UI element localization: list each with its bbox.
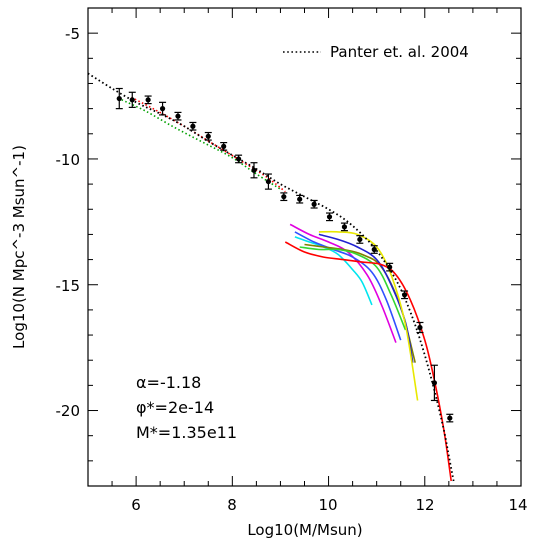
series-layer <box>88 72 455 482</box>
series-line-2 <box>289 223 397 343</box>
y-axis-title: Log10(N Mpc^-3 Msun^-1) <box>10 145 28 349</box>
data-point <box>159 106 166 112</box>
series-line-7 <box>318 230 419 401</box>
series-line-9 <box>121 99 281 190</box>
x-tick-label: 10 <box>318 496 337 514</box>
data-point <box>431 380 437 386</box>
data-point <box>297 196 303 202</box>
data-point <box>205 133 211 139</box>
series-line-10 <box>130 96 286 193</box>
axis-ticks <box>87 8 522 487</box>
data-point <box>357 236 363 243</box>
y-tick-label: -15 <box>56 277 81 295</box>
x-tick-labels: 6 8 10 12 14 <box>131 496 527 514</box>
data-point <box>145 97 151 103</box>
x-tick-label: 6 <box>131 496 141 514</box>
data-point <box>326 214 333 220</box>
y-tick-label: -5 <box>65 25 80 43</box>
y-tick-label: -10 <box>56 151 81 169</box>
data-point <box>190 123 196 129</box>
annotation-mstar: M*=1.35e11 <box>136 423 237 442</box>
data-points-layer <box>115 87 454 423</box>
data-point <box>447 415 453 421</box>
data-point <box>417 324 423 331</box>
annotation-alpha: α=-1.18 <box>136 373 201 392</box>
annotation-phi: φ*=2e-14 <box>136 398 214 417</box>
x-axis-title: Log10(M/Msun) <box>247 521 362 539</box>
data-point <box>265 178 272 185</box>
data-point <box>281 194 287 200</box>
data-point <box>401 292 408 298</box>
annotations: α=-1.18 φ*=2e-14 M*=1.35e11 <box>136 373 237 442</box>
data-point <box>235 156 242 162</box>
series-line-5 <box>299 246 407 331</box>
series-line-1 <box>294 236 373 306</box>
data-point <box>129 97 135 103</box>
data-point <box>251 167 257 173</box>
data-point <box>175 113 181 119</box>
data-point <box>341 224 348 230</box>
y-tick-labels: -5 -10 -15 -20 <box>56 25 81 420</box>
y-tick-label: -20 <box>56 402 81 420</box>
data-point <box>311 201 317 207</box>
data-point <box>116 95 122 102</box>
legend-label: Panter et. al. 2004 <box>330 43 469 61</box>
series-line-3 <box>294 231 402 341</box>
x-tick-label: 14 <box>508 496 527 514</box>
data-point <box>221 143 227 149</box>
x-tick-label: 12 <box>415 496 434 514</box>
x-tick-label: 8 <box>227 496 237 514</box>
legend: Panter et. al. 2004 <box>283 43 469 61</box>
data-point <box>387 264 393 270</box>
data-point <box>371 246 377 253</box>
